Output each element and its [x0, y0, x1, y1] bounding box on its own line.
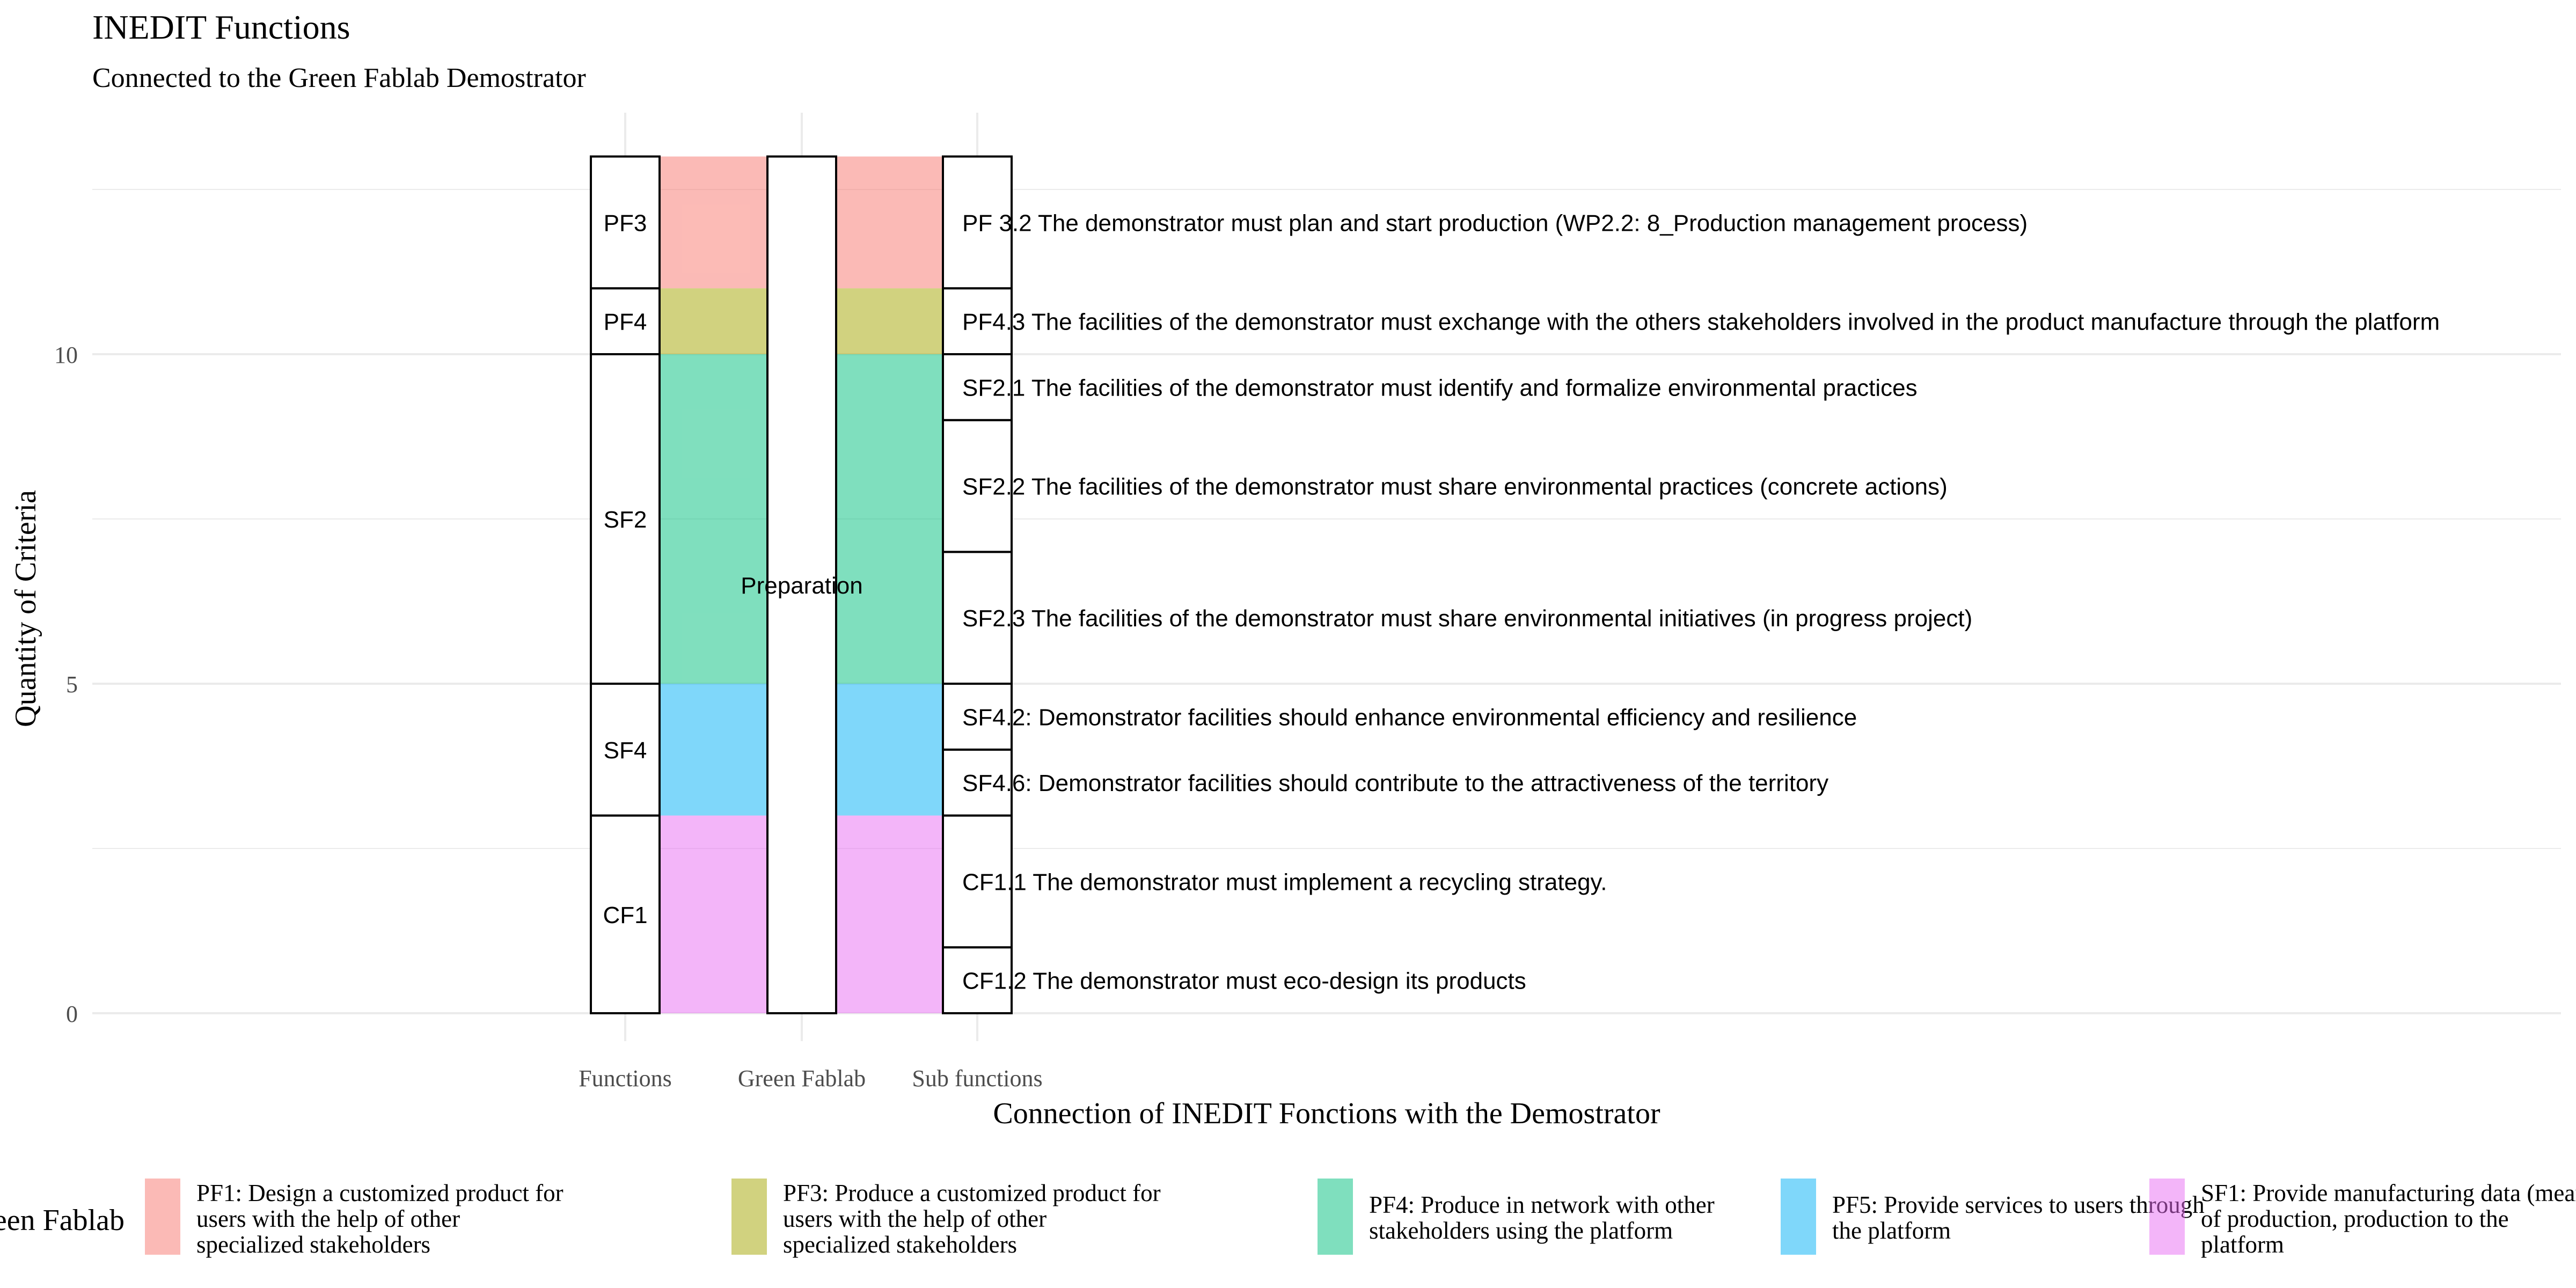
stratum-label: SF2.3 The facilities of the demonstrator… [962, 605, 1972, 632]
x-axis-label: Connection of INEDIT Fonctions with the … [993, 1097, 1660, 1130]
legend-label-line: PF4: Produce in network with other [1369, 1191, 1715, 1218]
legend-swatch [145, 1179, 180, 1255]
flow-band [836, 816, 943, 1013]
x-tick-label: Sub functions [912, 1065, 1042, 1092]
y-tick-label: 10 [54, 342, 78, 368]
flow-band [660, 816, 767, 1013]
flow-band [660, 684, 767, 816]
flow-band [836, 684, 943, 816]
stratum-label: CF1.2 The demonstrator must eco-design i… [962, 968, 1526, 994]
y-axis-label: Quantity of Criteria [9, 490, 42, 727]
legend-label-line: platform [2201, 1231, 2284, 1258]
grid [92, 113, 2561, 1041]
legend-swatch [1781, 1179, 1816, 1255]
legend-title: Green Fablab [0, 1204, 125, 1237]
stratum-label: SF2.2 The facilities of the demonstrator… [962, 474, 1948, 500]
stratum-label: SF2 [604, 507, 647, 533]
flow-band [660, 288, 767, 354]
y-tick-label: 5 [66, 671, 78, 698]
x-tick-label: Functions [579, 1065, 672, 1092]
flow-band [836, 354, 943, 684]
legend-label-line: the platform [1832, 1217, 1951, 1244]
stratum-label: PF4 [604, 309, 647, 335]
legend-swatch [2149, 1179, 2185, 1255]
legend-label-line: PF3: Produce a customized product for [783, 1180, 1161, 1206]
legend-label: PF1: Design a customized product for user… [196, 1180, 564, 1258]
y-tick-label: 0 [66, 1001, 78, 1027]
chart-subtitle: Connected to the Green Fablab Demostrato… [92, 63, 586, 93]
legend-label-line: specialized stakeholders [196, 1231, 430, 1258]
legend-label-line: PF1: Design a customized product for [196, 1180, 564, 1206]
stratum-label: SF4.2: Demonstrator facilities should en… [962, 704, 1857, 730]
x-tick-label: Green Fablab [738, 1065, 866, 1092]
x-tick-labels: Functions Green Fablab Sub functions [579, 1065, 1042, 1092]
flow-band [660, 354, 767, 684]
legend-label-line: users with the help of other [783, 1205, 1046, 1232]
stratum-label: CF1.1 The demonstrator must implement a … [962, 869, 1607, 895]
legend-label: PF4: Produce in network with other stakeh… [1369, 1191, 1715, 1244]
legend-label-line: PF5: Provide services to users through [1832, 1191, 2205, 1218]
y-tick-labels: 0 5 10 [54, 342, 78, 1027]
flow-band [836, 157, 943, 289]
stratum-label: CF1 [603, 902, 647, 928]
stratum-label: PF3 [604, 210, 647, 236]
flow-band [836, 288, 943, 354]
stratum-label: SF2.1 The facilities of the demonstrator… [962, 375, 1918, 401]
legend-label: PF5: Provide services to users through th… [1832, 1191, 2205, 1244]
legend-swatch [1318, 1179, 1353, 1255]
legend-label-line: stakeholders using the platform [1369, 1217, 1673, 1244]
legend-label-line: specialized stakeholders [783, 1231, 1017, 1258]
legend-label: SF1: Provide manufacturing data (means of… [2201, 1180, 2576, 1258]
legend-label: PF3: Produce a customized product for use… [783, 1180, 1161, 1258]
flow-band [660, 157, 767, 289]
stratum-label: PF4.3 The facilities of the demonstrator… [962, 309, 2440, 335]
stratum-label: Preparation [741, 573, 862, 599]
legend-label-line: users with the help of other [196, 1205, 460, 1232]
legend-swatch [731, 1179, 767, 1255]
stratum-label: SF4 [604, 737, 647, 764]
legend: PF1: Design a customized product for user… [145, 1179, 2576, 1258]
chart-title: INEDIT Functions [92, 8, 350, 46]
stratum-label: SF4.6: Demonstrator facilities should co… [962, 770, 1828, 796]
legend-label-line: of production, production to the [2201, 1205, 2509, 1232]
stratum-label: PF 3.2 The demonstrator must plan and st… [962, 210, 2028, 236]
legend-label-line: SF1: Provide manufacturing data (means [2201, 1180, 2576, 1206]
